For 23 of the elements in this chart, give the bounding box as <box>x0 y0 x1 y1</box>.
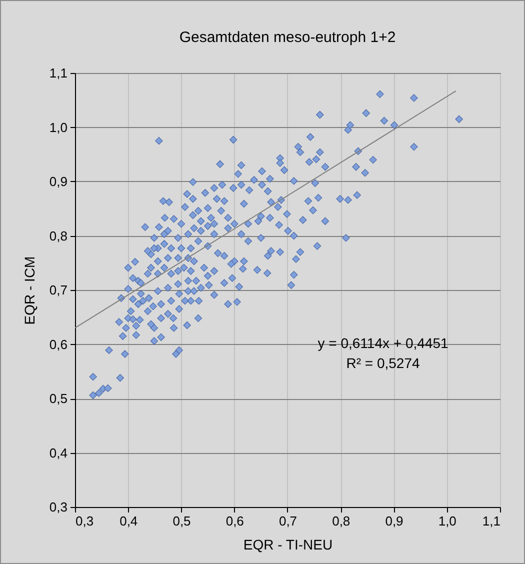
x-tick-label: 0,6 <box>226 514 244 528</box>
x-tick-label: 0,7 <box>278 514 298 528</box>
chart-title: Gesamtdaten meso-eutroph 1+2 <box>179 29 396 46</box>
y-tick-label: 0,7 <box>49 282 68 298</box>
y-tick-label: 1,1 <box>49 66 68 80</box>
x-tick-label: 1,1 <box>482 514 500 528</box>
x-tick-label: 0,4 <box>120 514 138 528</box>
annotation: y = 0,6114x + 0,4451 <box>318 335 448 351</box>
x-tick-label: 0,5 <box>172 514 191 528</box>
y-tick-label: 0,6 <box>49 336 68 352</box>
x-tick-label: 0,9 <box>385 514 404 528</box>
y-tick-label: 0,5 <box>49 391 68 406</box>
annotation: R² = 0,5274 <box>346 355 420 371</box>
y-tick-label: 0,9 <box>49 174 68 189</box>
x-tick-label: 1,0 <box>438 514 456 528</box>
y-tick-label: 0,3 <box>49 500 68 514</box>
y-tick-label: 0,4 <box>49 445 68 460</box>
x-tick-label: 0,3 <box>76 514 94 528</box>
y-axis-title: EQR - ICM <box>21 256 38 325</box>
x-axis-title: EQR - TI-NEU <box>243 536 333 552</box>
y-tick-label: 0,8 <box>49 228 68 244</box>
x-tick-label: 0,8 <box>332 514 350 528</box>
y-tick-label: 1,0 <box>49 120 68 135</box>
